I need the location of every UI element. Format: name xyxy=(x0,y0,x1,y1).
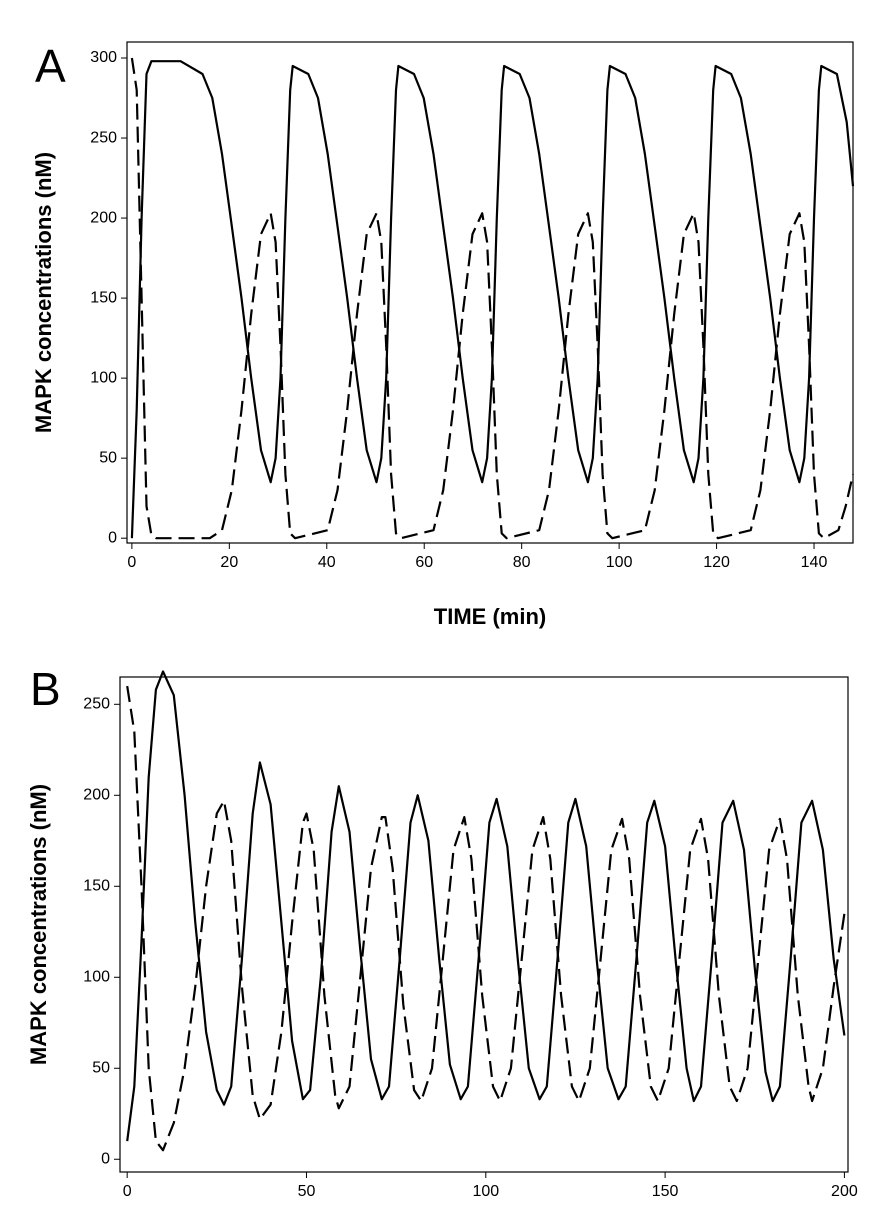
x-tick-label: 60 xyxy=(415,554,433,571)
x-tick-label: 50 xyxy=(298,1183,316,1200)
y-tick-label: 0 xyxy=(101,1150,110,1167)
y-tick-label: 150 xyxy=(90,289,117,306)
x-tick-label: 20 xyxy=(220,554,238,571)
x-tick-label: 200 xyxy=(831,1183,858,1200)
x-axis-title: TIME (min) xyxy=(434,604,546,629)
plot-frame xyxy=(126,41,854,544)
x-tick-label: 40 xyxy=(318,554,336,571)
x-tick-label: 100 xyxy=(472,1183,499,1200)
y-tick-label: 100 xyxy=(90,369,117,386)
y-tick-label: 50 xyxy=(92,1059,110,1076)
x-tick-label: 0 xyxy=(123,1183,132,1200)
y-tick-label: 250 xyxy=(83,696,110,713)
x-tick-label: 140 xyxy=(801,554,828,571)
y-tick-label: 300 xyxy=(90,49,117,66)
x-tick-label: 100 xyxy=(606,554,633,571)
panel-label: B xyxy=(30,663,61,715)
y-tick-label: 200 xyxy=(83,787,110,804)
x-tick-label: 120 xyxy=(703,554,730,571)
x-tick-label: 80 xyxy=(513,554,531,571)
x-tick-label: 0 xyxy=(127,554,136,571)
plot-frame xyxy=(119,676,849,1173)
y-axis-title: MAPK concentrations (nM) xyxy=(26,784,51,1065)
line-series xyxy=(126,685,846,1152)
y-tick-label: 0 xyxy=(108,529,117,546)
y-tick-label: 200 xyxy=(90,209,117,226)
x-tick-label: 150 xyxy=(652,1183,679,1200)
y-axis-title: MAPK concentrations (nM) xyxy=(31,152,56,433)
y-tick-label: 100 xyxy=(83,968,110,985)
line-series xyxy=(130,60,855,539)
line-series xyxy=(126,670,846,1142)
y-tick-label: 50 xyxy=(99,449,117,466)
line-series xyxy=(130,57,855,540)
y-tick-label: 250 xyxy=(90,129,117,146)
y-tick-label: 150 xyxy=(83,878,110,895)
panel-label: A xyxy=(35,40,66,92)
